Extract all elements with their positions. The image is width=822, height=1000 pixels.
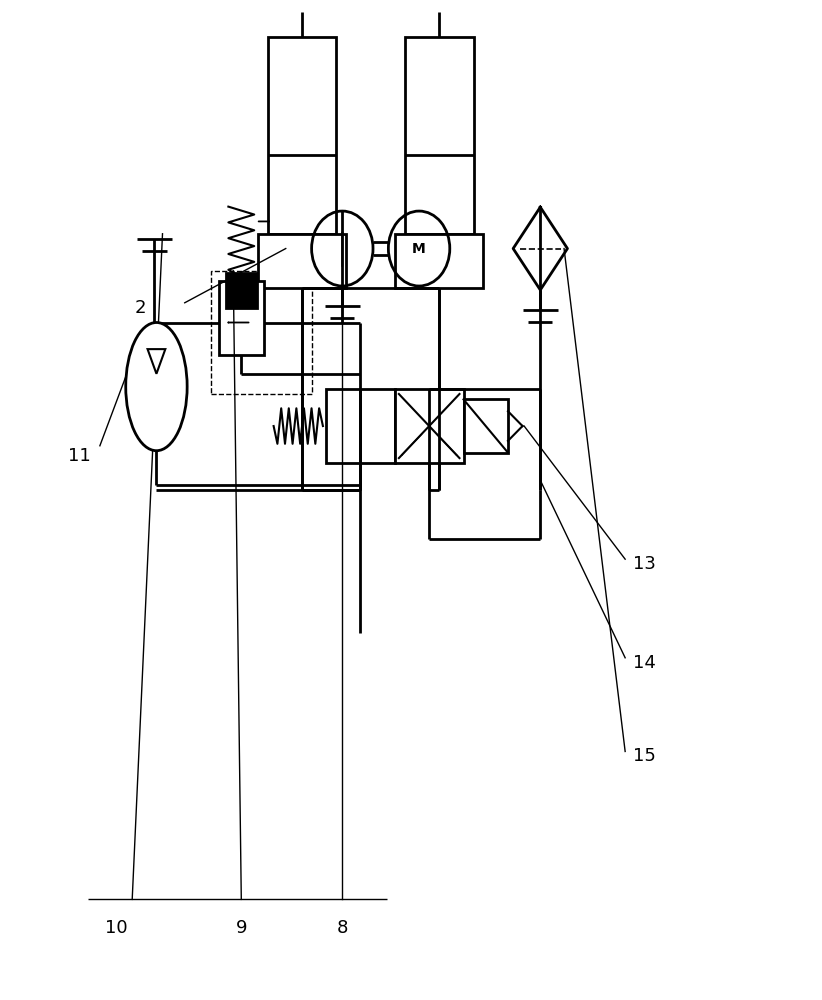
Text: 9: 9 xyxy=(236,919,247,937)
Text: 15: 15 xyxy=(633,747,656,765)
Bar xyxy=(211,271,312,394)
Bar xyxy=(405,37,473,234)
Bar xyxy=(464,399,508,453)
Bar xyxy=(395,234,483,288)
Bar xyxy=(267,37,336,234)
Text: 8: 8 xyxy=(337,919,348,937)
Bar xyxy=(258,234,346,288)
Bar xyxy=(326,389,395,463)
Bar xyxy=(395,389,464,463)
Text: 2: 2 xyxy=(135,299,146,317)
Text: 14: 14 xyxy=(633,654,656,672)
Bar xyxy=(226,273,256,308)
Bar xyxy=(219,281,264,355)
Text: 10: 10 xyxy=(104,919,127,937)
Text: 11: 11 xyxy=(67,447,90,465)
Ellipse shape xyxy=(126,322,187,451)
Text: 13: 13 xyxy=(633,555,656,573)
Text: M: M xyxy=(412,242,426,256)
